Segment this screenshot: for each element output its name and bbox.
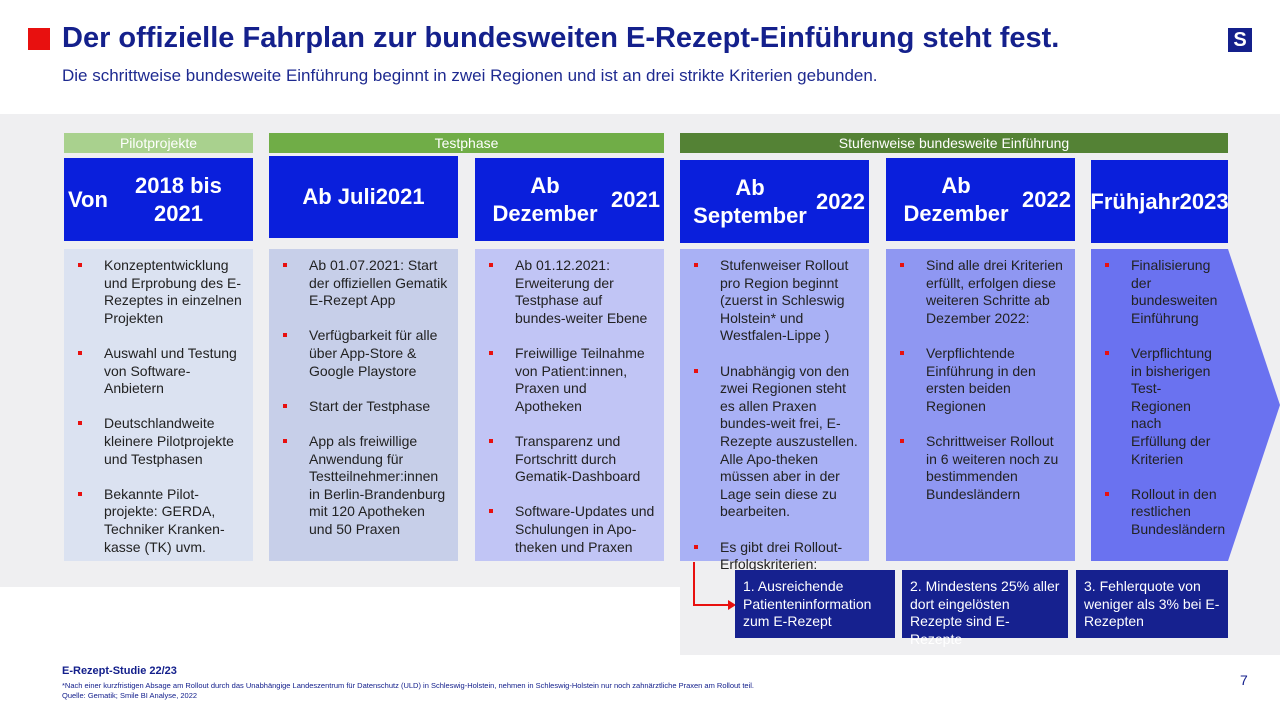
bullet-item: Stufenweiser Rollout pro Region beginnt … <box>694 257 861 345</box>
column-header: Ab Dezember 2021 <box>475 158 664 241</box>
column-header-line: Ab Juli <box>302 184 376 209</box>
logo-icon: S <box>1228 28 1252 52</box>
bullet-item: App als freiwillige Anwendung für Testte… <box>283 433 450 539</box>
column-header-line: 2023 <box>1179 188 1229 214</box>
column-body: Finalisierung der bundesweiten Einführun… <box>1091 249 1228 561</box>
column-body: Sind alle drei Kriterien erfüllt, erfolg… <box>886 249 1075 561</box>
column-header: Von 2018 bis 2021 <box>64 158 253 241</box>
bullet-item: Finalisierung der bundesweiten Einführun… <box>1105 257 1220 327</box>
bullet-item: Schrittweiser Rollout in 6 weiteren noch… <box>900 433 1067 503</box>
column-header-line: 2022 <box>1022 186 1071 212</box>
bullet-item: Konzeptentwicklung und Erprobung des E-R… <box>78 257 245 327</box>
column-header: Ab Dezember 2022 <box>886 158 1075 241</box>
column-header-line: 2021 <box>611 186 660 212</box>
bullet-item: Verpflichtung in bisherigen Test-Regione… <box>1105 345 1220 468</box>
bullet-item: Bekannte Pilot-projekte: GERDA, Technike… <box>78 486 245 556</box>
column-header-line: 2022 <box>816 188 865 214</box>
column-body: Ab 01.07.2021: Start der offiziellen Gem… <box>269 249 458 561</box>
column-header-line: Frühjahr <box>1090 188 1180 214</box>
bullet-item: Rollout in den restlichen Bundesländern <box>1105 486 1225 539</box>
column-body: Ab 01.12.2021: Erweiterung der Testphase… <box>475 249 664 561</box>
bullet-item: Transparenz und Fortschritt durch Gemati… <box>489 433 656 486</box>
criterion-1: 1. Ausreichende Patienteninformation zum… <box>735 570 895 638</box>
bullet-item: Verpflichtende Einführung in den ersten … <box>900 345 1067 415</box>
column-header-line: 2021 <box>375 184 425 209</box>
footnote: *Nach einer kurzfristigen Absage am Roll… <box>62 681 755 690</box>
phase-pilot: Pilotprojekte <box>64 133 253 153</box>
phase-test: Testphase <box>269 133 664 153</box>
column-header: Frühjahr 2023 <box>1090 160 1229 243</box>
page-title: Der offizielle Fahrplan zur bundesweiten… <box>62 22 1060 54</box>
bullet-item: Ab 01.12.2021: Erweiterung der Testphase… <box>489 257 656 327</box>
source-note: Quelle: Gematik; Smile BI Analyse, 2022 <box>62 691 198 700</box>
column-header: Ab Juli 2021 <box>269 156 458 238</box>
page-number: 7 <box>1240 672 1248 688</box>
study-label: E-Rezept-Studie 22/23 <box>62 665 177 677</box>
bullet-item: Deutschlandweite kleinere Pilotprojekte … <box>78 415 245 468</box>
page-subtitle: Die schrittweise bundesweite Einführung … <box>62 66 878 85</box>
column-header-line: Ab September <box>693 174 807 228</box>
arrow-shape <box>1091 249 1280 561</box>
bullet-item: Freiwillige Teilnahme von Patient:innen,… <box>489 345 656 415</box>
column-header-line: Von <box>68 186 108 212</box>
column-header-line: Ab Dezember <box>903 172 1009 226</box>
red-square-marker <box>28 28 50 50</box>
criterion-2: 2. Mindestens 25% aller dort eingelösten… <box>902 570 1068 647</box>
bullet-item: Auswahl und Testung von Software-Anbiete… <box>78 345 245 398</box>
bullet-item: Ab 01.07.2021: Start der offiziellen Gem… <box>283 257 450 310</box>
bullet-item: Sind alle drei Kriterien erfüllt, erfolg… <box>900 257 1067 327</box>
connector-arrow-icon <box>693 562 736 610</box>
column-header: Ab September 2022 <box>680 160 869 243</box>
bullet-item: Verfügbarkeit für alle über App-Store & … <box>283 327 450 380</box>
criterion-3: 3. Fehlerquote von weniger als 3% bei E-… <box>1076 570 1228 638</box>
column-body: Konzeptentwicklung und Erprobung des E-R… <box>64 249 253 561</box>
bullet-item: Es gibt drei Rollout-Erfolgskriterien: <box>694 539 861 574</box>
bullet-item: Start der Testphase <box>283 398 450 416</box>
bullet-item: Unabhängig von den zwei Regionen steht e… <box>694 363 861 521</box>
bullet-item: Software-Updates und Schulungen in Apo-t… <box>489 503 656 556</box>
column-body: Stufenweiser Rollout pro Region beginnt … <box>680 249 869 572</box>
column-header-line: 2018 bis 2021 <box>135 172 222 226</box>
column-header-line: Ab Dezember <box>492 172 598 226</box>
phase-rollout: Stufenweise bundesweite Einführung <box>680 133 1228 153</box>
